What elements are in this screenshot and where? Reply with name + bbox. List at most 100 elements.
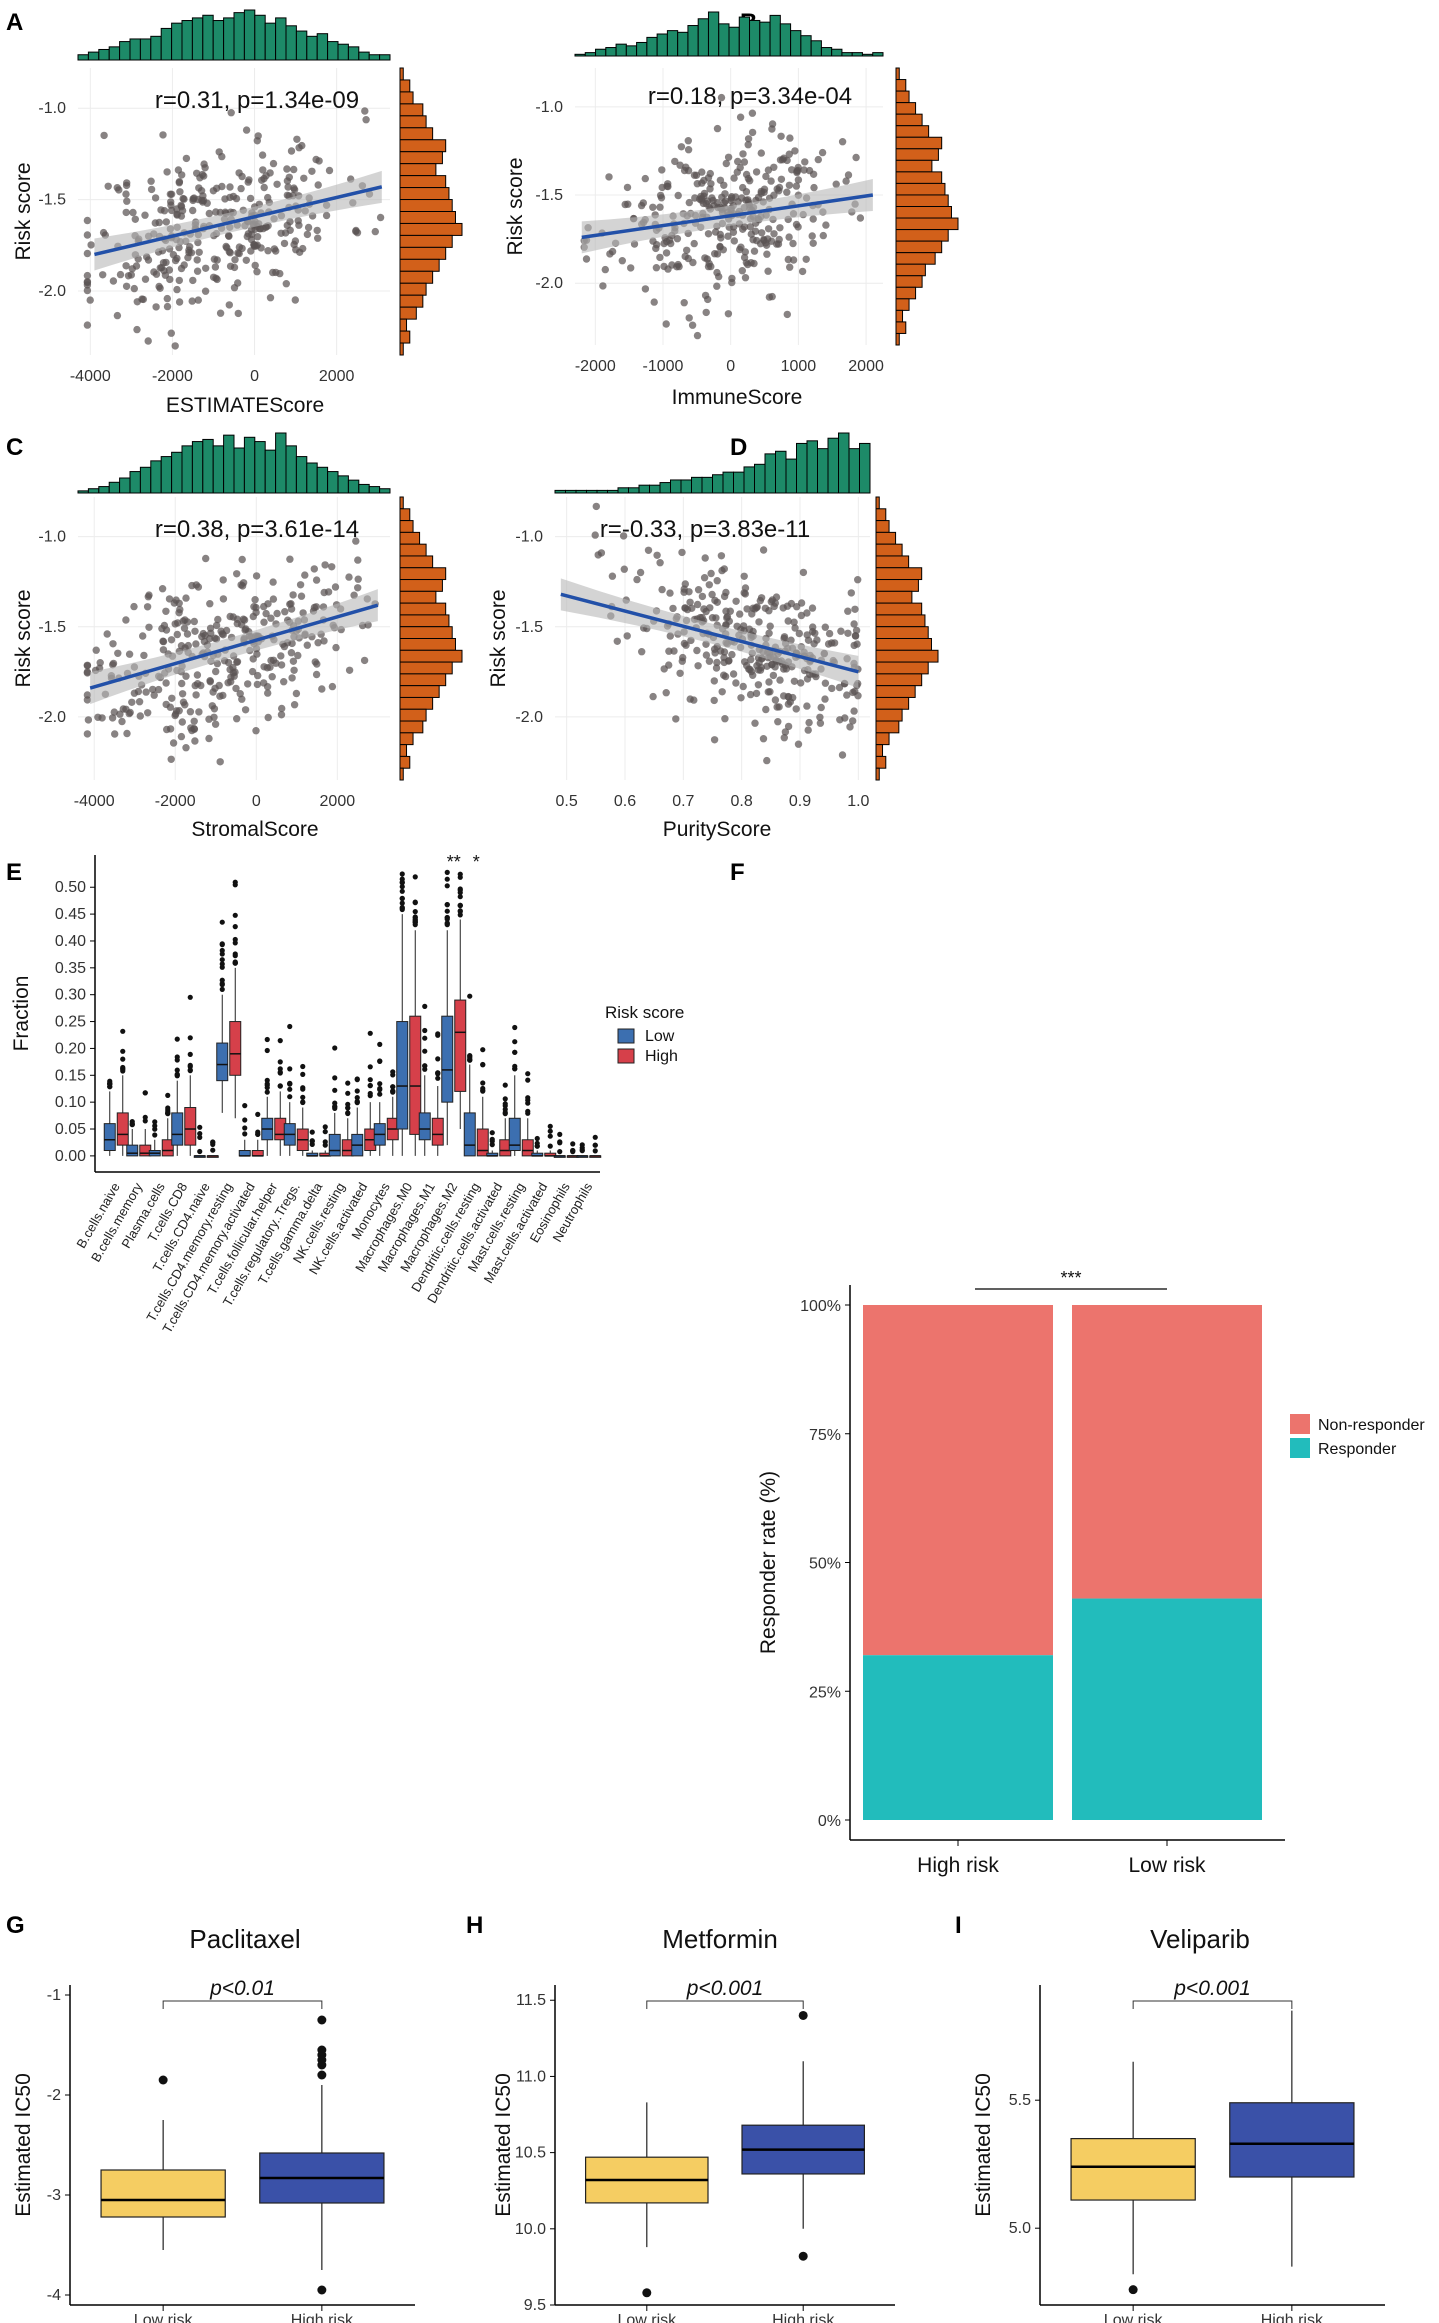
right-histogram-bar	[399, 696, 434, 710]
scatter-point	[225, 301, 233, 309]
scatter-point	[182, 744, 190, 752]
scatter-point	[159, 131, 167, 139]
scatter-point	[599, 282, 607, 290]
scatter-point	[277, 661, 286, 669]
scatter-point	[751, 227, 760, 235]
top-histogram-bar	[841, 52, 853, 57]
top-histogram-bar	[327, 471, 339, 494]
scatter-point	[230, 284, 239, 292]
scatter-point	[732, 597, 740, 605]
scatter-point	[171, 342, 179, 350]
scatter-point	[728, 650, 736, 659]
y-axis-label: Risk score	[12, 589, 35, 687]
right-histogram-bar	[399, 294, 424, 308]
scatter-point	[192, 691, 200, 699]
scatter-point	[163, 294, 171, 303]
right-histogram-bar	[895, 309, 904, 323]
scatter-point	[171, 620, 179, 628]
box-low	[373, 1041, 386, 1156]
scatter-point	[239, 615, 248, 623]
scatter-point	[784, 255, 792, 264]
top-histogram-bar	[87, 51, 100, 61]
scatter-point	[737, 243, 745, 251]
scatter-point	[693, 646, 701, 655]
scatter-point	[320, 637, 328, 645]
scatter-point	[178, 690, 187, 698]
right-histogram-bar	[895, 275, 923, 288]
scatter-point	[226, 249, 234, 257]
x-tick-label: 0	[726, 358, 735, 375]
scatter-point	[131, 215, 139, 223]
scatter-point	[262, 609, 270, 618]
scatter-point	[747, 667, 756, 676]
scatter-point	[768, 125, 776, 133]
x-axis-label: StromalScore	[191, 818, 318, 841]
scatter-point	[312, 670, 321, 679]
box-outlier	[444, 908, 450, 914]
scatter-point	[619, 532, 628, 540]
scatter-point	[704, 174, 713, 182]
scatter-point	[201, 164, 209, 172]
box-outlier	[377, 1041, 383, 1047]
scatter-point	[260, 183, 268, 192]
scatter-point	[83, 661, 92, 669]
top-histogram-bar	[379, 488, 391, 494]
scatter-point	[771, 663, 779, 671]
scatter-point	[219, 691, 227, 700]
scatter-point	[816, 719, 825, 727]
scatter-point	[96, 659, 104, 667]
top-histogram-bar	[817, 448, 829, 494]
right-histogram-bar	[875, 708, 903, 722]
scatter-point	[784, 617, 792, 625]
scatter-point	[182, 594, 190, 602]
box-outlier	[525, 1077, 531, 1083]
box-low	[396, 871, 409, 1156]
scatter-point	[177, 264, 186, 273]
scatter-point	[720, 565, 728, 573]
box-outlier	[502, 1101, 508, 1107]
scatter-point	[582, 255, 591, 263]
scatter-point	[198, 196, 206, 205]
box-outlier	[152, 1119, 158, 1125]
box-outlier	[165, 1092, 171, 1098]
box-outlier	[129, 1120, 135, 1127]
scatter-point	[819, 231, 827, 240]
scatter-point	[252, 727, 260, 735]
scatter-point	[623, 183, 632, 192]
right-histogram-bar	[895, 286, 917, 300]
scatter-point	[100, 131, 108, 140]
scatter-point	[713, 282, 721, 290]
right-histogram-bar	[399, 614, 450, 628]
scatter-point	[354, 584, 362, 592]
top-histogram-bar	[722, 471, 734, 494]
scatter-point	[682, 641, 690, 649]
scatter-point	[762, 705, 770, 714]
box-outlier	[332, 1104, 338, 1110]
y-tick-label: 0.45	[55, 906, 86, 923]
right-histogram-bar	[399, 767, 404, 781]
y-tick-label: -1.5	[38, 192, 66, 209]
box-outlier	[512, 1049, 518, 1055]
scatter-point	[144, 337, 152, 345]
scatter-point	[128, 698, 136, 706]
scatter-point	[666, 589, 674, 597]
top-histogram-bar	[697, 18, 709, 57]
scatter-point	[194, 296, 202, 304]
right-histogram-bar	[399, 163, 437, 177]
box-outlier	[332, 1075, 338, 1081]
box-high	[116, 1028, 129, 1156]
scatter-point	[308, 167, 316, 175]
box-low	[463, 993, 476, 1157]
y-tick-label: 0.30	[55, 987, 86, 1004]
scatter-point	[304, 223, 313, 232]
top-histogram-bar	[649, 484, 661, 494]
right-histogram-bar	[399, 744, 408, 757]
y-tick-label: 10.5	[515, 2145, 546, 2162]
scatter-point	[656, 203, 664, 211]
top-histogram-bar	[775, 450, 787, 494]
right-histogram-bar	[399, 175, 447, 189]
top-histogram-bar	[379, 54, 391, 61]
scatter-point	[764, 235, 772, 243]
box-outlier	[367, 1030, 373, 1036]
box-outlier	[399, 895, 405, 901]
